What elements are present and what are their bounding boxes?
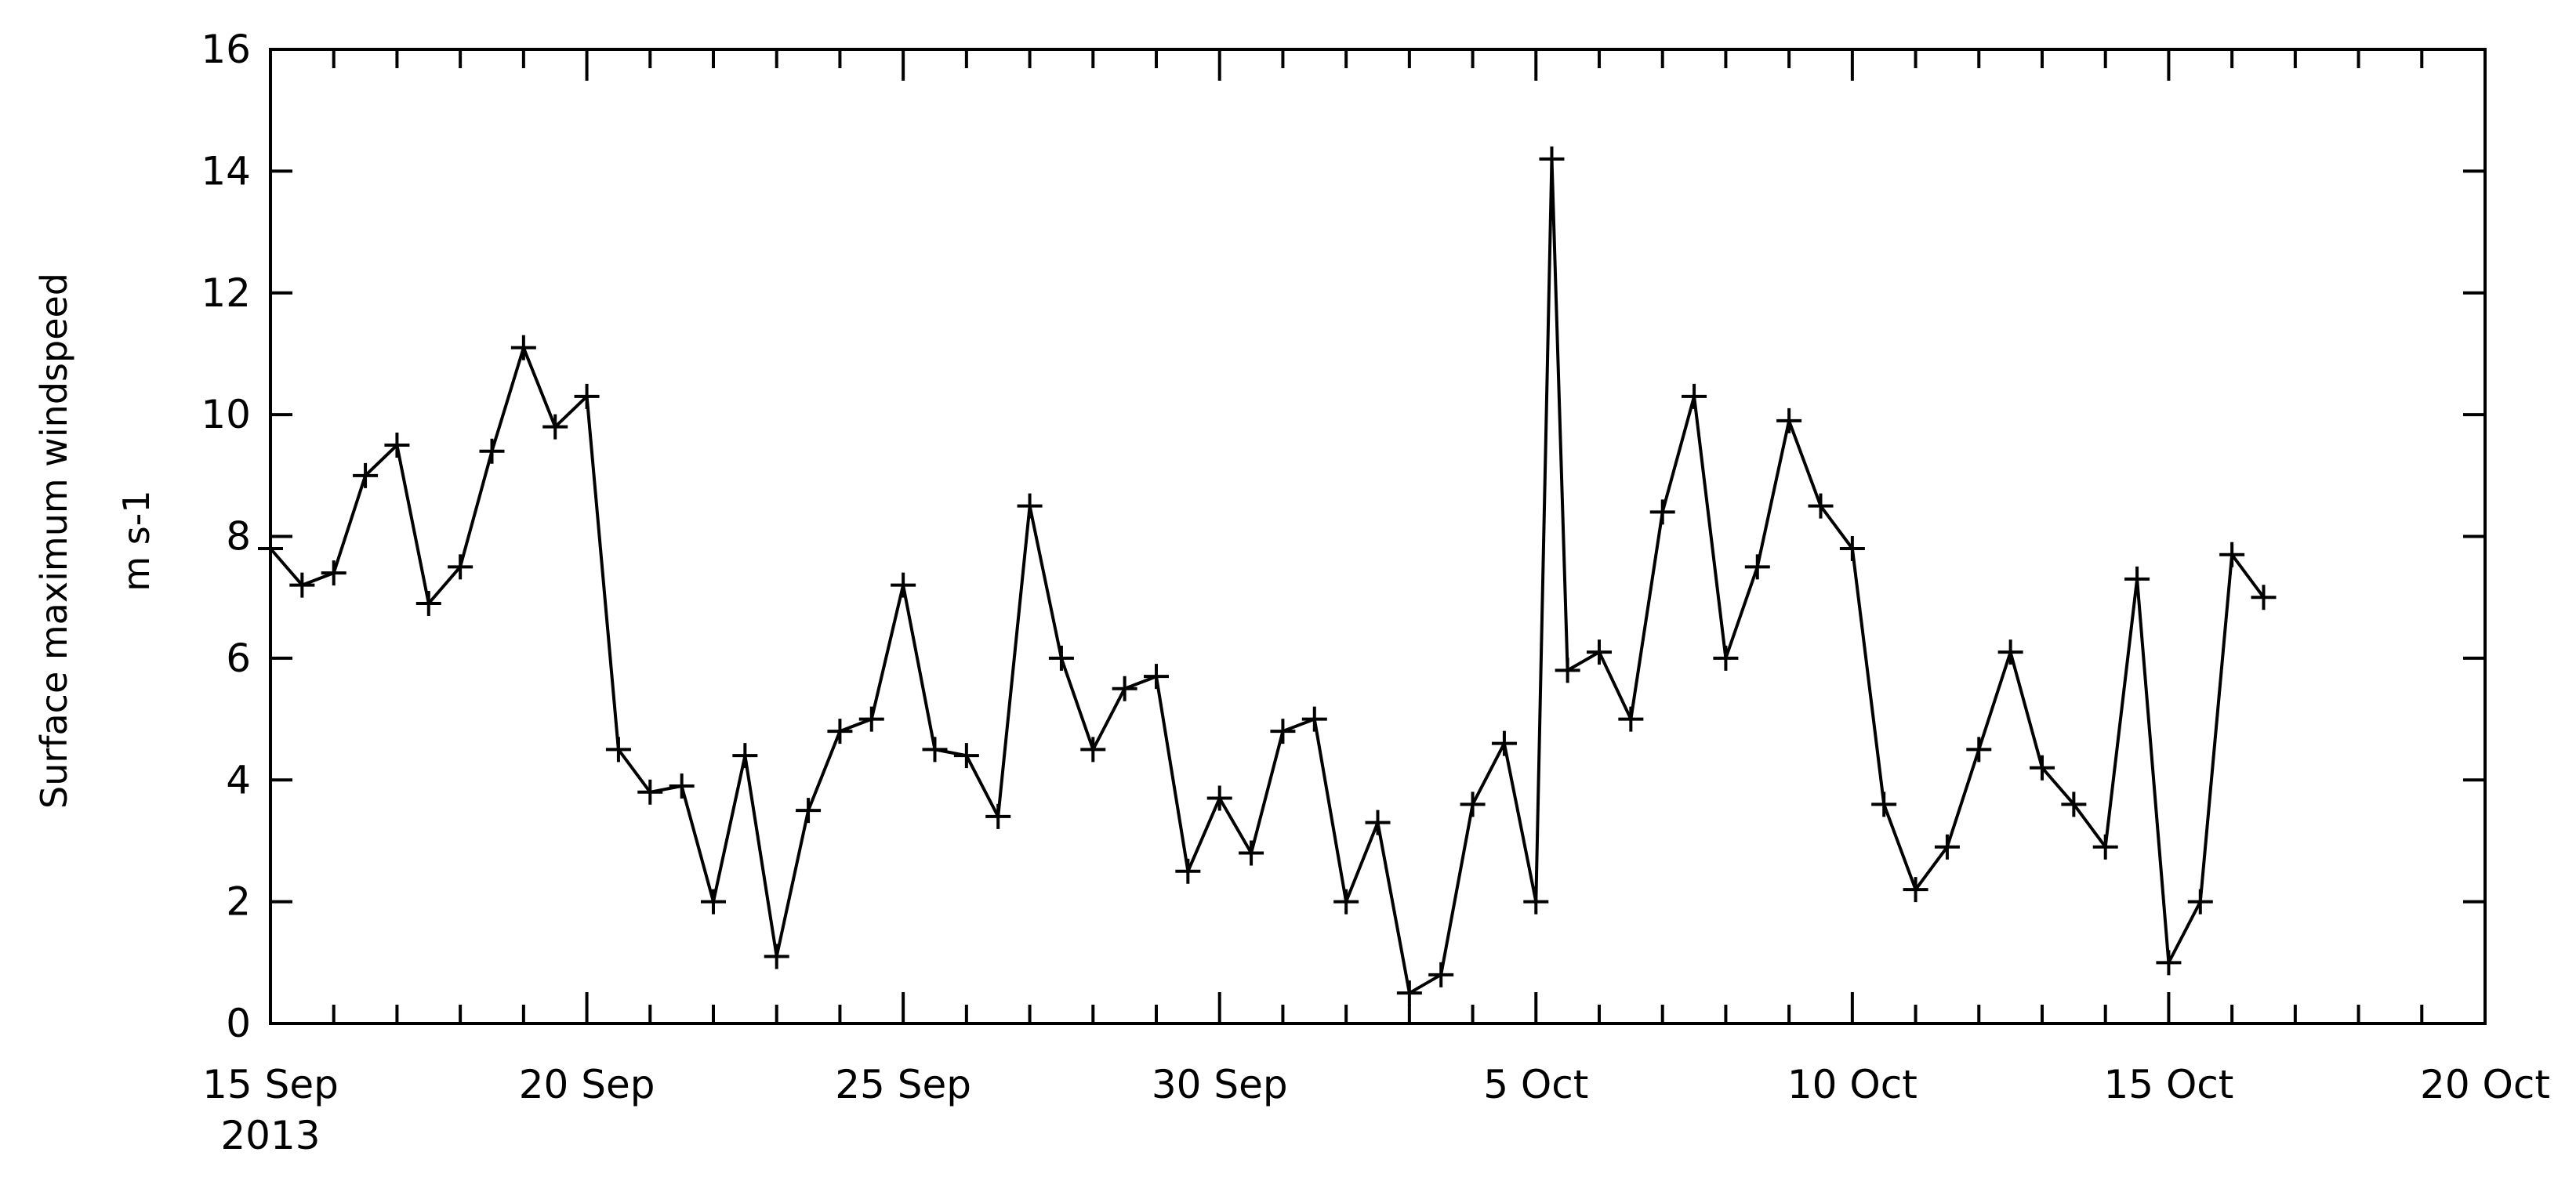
y-axis-title: Surface maximum windspeed bbox=[33, 273, 75, 809]
y-tick-label: 6 bbox=[226, 636, 251, 681]
data-point bbox=[1428, 962, 1454, 987]
data-point bbox=[953, 743, 979, 769]
plot-frame bbox=[269, 48, 2487, 1025]
data-point bbox=[479, 438, 505, 464]
data-point bbox=[1713, 645, 1739, 671]
data-point bbox=[827, 719, 853, 744]
x-tick-labels: 15 Sep 2013 20 Sep 25 Sep 30 Sep 5 Oct 10 Oct 1… bbox=[202, 1062, 2550, 1158]
data-point bbox=[1523, 889, 1549, 915]
data-point bbox=[1808, 493, 1834, 519]
x-tick-label: 15 Oct bbox=[2103, 1062, 2233, 1107]
data-point bbox=[701, 889, 726, 915]
data-point bbox=[2251, 585, 2277, 610]
data-point bbox=[2061, 792, 2087, 817]
data-point bbox=[1649, 499, 1675, 525]
y-tick-label: 14 bbox=[201, 148, 251, 194]
data-point bbox=[289, 572, 315, 598]
data-point bbox=[1587, 639, 1612, 665]
data-point bbox=[2124, 566, 2150, 592]
data-point bbox=[1144, 664, 1169, 690]
y-tick-label: 4 bbox=[226, 757, 251, 802]
data-point bbox=[796, 798, 822, 824]
data-point bbox=[258, 536, 283, 562]
data-point bbox=[1744, 554, 1770, 580]
data-point bbox=[1871, 792, 1897, 817]
y-tick-label: 12 bbox=[201, 270, 251, 316]
data-point bbox=[1333, 889, 1359, 915]
x-tick-label: 20 Oct bbox=[2420, 1062, 2550, 1107]
x-tick-label: 30 Sep bbox=[1152, 1062, 1288, 1107]
data-point bbox=[353, 462, 379, 488]
data-point bbox=[448, 554, 473, 580]
data-point bbox=[1618, 706, 1644, 732]
data-point bbox=[1048, 645, 1074, 671]
data-point bbox=[1080, 737, 1106, 763]
x-tick-label: 10 Oct bbox=[1787, 1062, 1917, 1107]
data-point bbox=[605, 737, 631, 763]
y-tick-label: 2 bbox=[226, 879, 251, 925]
x-tick-sublabel: 2013 bbox=[220, 1113, 320, 1158]
x-tick-label: 20 Sep bbox=[519, 1062, 655, 1107]
y-tick-label: 16 bbox=[201, 27, 251, 72]
data-point bbox=[1017, 493, 1043, 519]
data-point bbox=[1206, 785, 1232, 811]
series-windspeed bbox=[258, 146, 2277, 1006]
data-point bbox=[858, 706, 884, 732]
data-point bbox=[1175, 858, 1201, 884]
data-point bbox=[2156, 950, 2182, 976]
y-tick-label: 8 bbox=[226, 514, 251, 560]
data-point bbox=[985, 803, 1011, 829]
x-tick-label: 5 Oct bbox=[1483, 1062, 1588, 1107]
data-point bbox=[384, 432, 410, 458]
data-point bbox=[1239, 840, 1264, 866]
data-point bbox=[1555, 658, 1580, 683]
data-point bbox=[669, 773, 695, 799]
data-point bbox=[1301, 706, 1327, 732]
data-point bbox=[510, 335, 536, 360]
x-tick-label: 25 Sep bbox=[835, 1062, 971, 1107]
data-point bbox=[542, 414, 568, 440]
data-point bbox=[1539, 146, 1565, 172]
data-point bbox=[1270, 719, 1296, 744]
y-axis-units: m s-1 bbox=[115, 490, 158, 591]
data-point bbox=[637, 779, 663, 805]
data-point bbox=[732, 743, 758, 769]
data-point bbox=[1112, 676, 1137, 701]
data-point bbox=[891, 572, 916, 598]
series-line bbox=[269, 157, 2266, 995]
data-point bbox=[1491, 730, 1517, 756]
y-tick-label: 0 bbox=[226, 1001, 251, 1046]
data-point bbox=[1396, 980, 1422, 1006]
data-point bbox=[415, 590, 441, 616]
data-point bbox=[1776, 408, 1802, 433]
data-point bbox=[2219, 542, 2245, 567]
data-point bbox=[321, 560, 346, 586]
data-point bbox=[1682, 383, 1707, 409]
data-point bbox=[1966, 737, 1992, 763]
data-point bbox=[1365, 810, 1391, 835]
data-point bbox=[764, 944, 789, 969]
data-point bbox=[1903, 877, 1928, 903]
data-point bbox=[2030, 755, 2055, 781]
data-point bbox=[1934, 834, 1960, 860]
data-point bbox=[574, 383, 600, 409]
y-tick-label: 10 bbox=[201, 392, 251, 437]
data-point bbox=[922, 737, 948, 763]
y-tick-labels: 0 2 4 6 8 10 12 14 16 bbox=[201, 27, 251, 1046]
data-point bbox=[2187, 889, 2213, 915]
axis-ticks bbox=[269, 48, 2487, 1025]
data-point bbox=[1839, 536, 1865, 562]
data-point bbox=[1460, 792, 1486, 817]
data-point bbox=[1997, 639, 2023, 665]
x-tick-label: 15 Sep bbox=[202, 1062, 339, 1107]
data-point bbox=[2092, 834, 2118, 860]
